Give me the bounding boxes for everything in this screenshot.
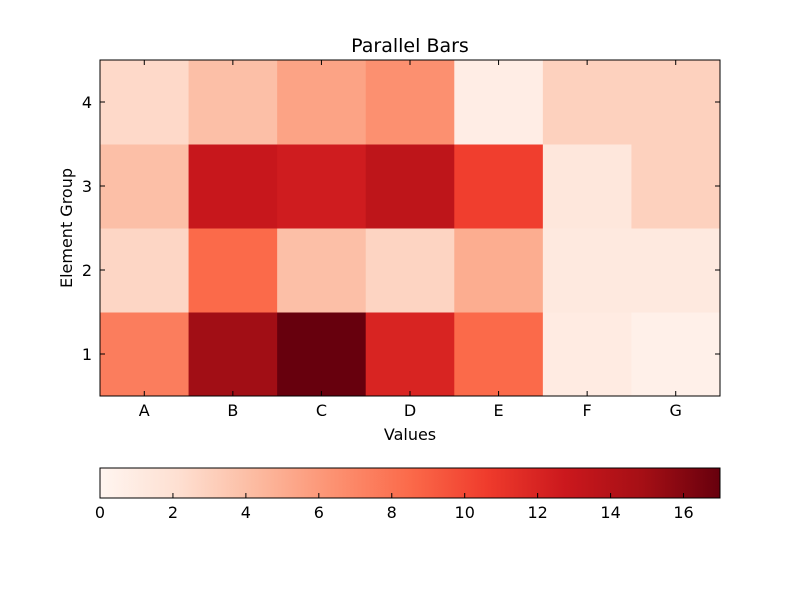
- heatmap-cell-A-4: [100, 60, 190, 145]
- heatmap-cell-A-2: [100, 228, 190, 313]
- heatmap-cell-D-1: [365, 312, 455, 397]
- y-tick-label: 3: [82, 177, 92, 196]
- x-tick-label: E: [494, 401, 504, 420]
- colorbar-tick-label: 16: [673, 503, 693, 522]
- colorbar-tick-label: 12: [527, 503, 547, 522]
- y-tick-label: 1: [82, 345, 92, 364]
- heatmap-cell-F-4: [542, 60, 632, 145]
- x-tick-label: C: [316, 401, 327, 420]
- heatmap-cell-C-1: [277, 312, 367, 397]
- heatmap-cell-D-2: [365, 228, 455, 313]
- heatmap-cell-G-4: [631, 60, 721, 145]
- colorbar-tick-label: 4: [241, 503, 251, 522]
- y-axis-label: Element Group: [57, 168, 76, 288]
- colorbar-tick-label: 6: [314, 503, 324, 522]
- colorbar: [99, 467, 721, 499]
- y-axis: 1 2 3 4: [82, 93, 720, 364]
- y-tick-label: 4: [82, 93, 92, 112]
- heatmap-cell-G-2: [631, 228, 721, 313]
- heatmap-cells: [100, 60, 721, 397]
- heatmap-cell-B-2: [188, 228, 278, 313]
- heatmap-cell-B-1: [188, 312, 278, 397]
- heatmap-cell-C-2: [277, 228, 367, 313]
- heatmap-cell-E-3: [454, 144, 544, 229]
- colorbar-tick-label: 2: [168, 503, 178, 522]
- heatmap-cell-D-4: [365, 60, 455, 145]
- heatmap-cell-A-1: [100, 312, 190, 397]
- heatmap-cell-C-4: [277, 60, 367, 145]
- heatmap-cell-F-3: [542, 144, 632, 229]
- x-axis: A B C D E F G: [139, 60, 682, 420]
- heatmap-cell-C-3: [277, 144, 367, 229]
- x-tick-label: F: [583, 401, 592, 420]
- colorbar-tick-label: 14: [600, 503, 620, 522]
- x-tick-label: A: [139, 401, 150, 420]
- colorbar-tick-label: 8: [387, 503, 397, 522]
- colorbar-ticks: 0 2 4 6 8 10 12 14 16: [95, 493, 694, 522]
- heatmap-cell-E-2: [454, 228, 544, 313]
- heatmap-cell-E-4: [454, 60, 544, 145]
- x-tick-label: D: [404, 401, 416, 420]
- heatmap-cell-G-1: [631, 312, 721, 397]
- heatmap-cell-D-3: [365, 144, 455, 229]
- colorbar-tick-label: 10: [455, 503, 475, 522]
- x-axis-label: Values: [384, 425, 436, 444]
- heatmap-cell-E-1: [454, 312, 544, 397]
- colorbar-tick-label: 0: [95, 503, 105, 522]
- y-tick-label: 2: [82, 261, 92, 280]
- heatmap-cell-F-2: [542, 228, 632, 313]
- chart-title: Parallel Bars: [351, 35, 469, 57]
- x-tick-label: B: [227, 401, 238, 420]
- heatmap-cell-G-3: [631, 144, 721, 229]
- heatmap-cell-F-1: [542, 312, 632, 397]
- heatmap-cell-B-4: [188, 60, 278, 145]
- heatmap-cell-A-3: [100, 144, 190, 229]
- heatmap-cell-B-3: [188, 144, 278, 229]
- x-tick-label: G: [670, 401, 682, 420]
